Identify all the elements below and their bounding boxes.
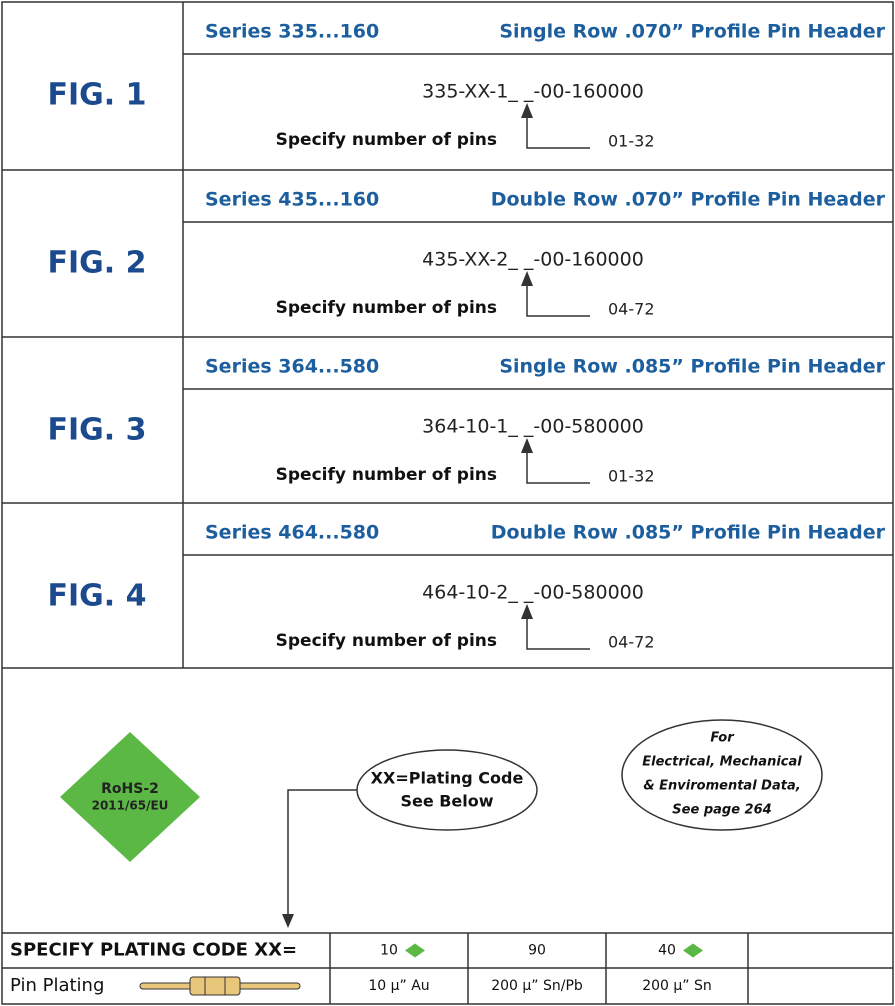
pointer-line — [526, 613, 590, 650]
table-header: SPECIFY PLATING CODE XX= — [10, 940, 297, 961]
series: Series 435...160 — [205, 189, 379, 211]
table-cell: 200 μ” Sn/Pb — [491, 978, 583, 994]
callout-text: XX=Plating Code — [371, 769, 524, 788]
rohs-text: RoHS-2 — [101, 781, 159, 797]
note-text: For — [710, 731, 735, 746]
plating-table: SPECIFY PLATING CODE XX= 10 90 40 Pin Platin… — [2, 932, 893, 1004]
pointer-line — [526, 112, 590, 149]
fig-label: FIG. 2 — [48, 246, 147, 281]
specify-label: Specify number of pins — [276, 298, 497, 318]
note: For Electrical, Mechanical & Enviromental … — [642, 731, 802, 818]
series-title: Single Row .070” Profile Pin Header — [499, 21, 885, 43]
arrow-head — [521, 604, 533, 619]
note-text: & Enviromental Data, — [643, 779, 800, 794]
table-cell: 40 — [658, 943, 676, 959]
arrow-head — [521, 271, 533, 286]
part-number: 364-10-1_ _-00-580000 — [422, 416, 644, 438]
callout-arrow — [287, 789, 357, 918]
rohs-badge — [60, 732, 200, 862]
part-number: 464-10-2_ _-00-580000 — [422, 582, 644, 604]
arrow-head — [521, 438, 533, 453]
pin-range: 04-72 — [608, 300, 655, 319]
pin-range: 04-72 — [608, 633, 655, 652]
rohs-diamond — [683, 943, 703, 958]
rohs-text: 2011/65/EU — [92, 799, 169, 813]
series-title: Single Row .085” Profile Pin Header — [499, 356, 885, 378]
pin-range: 01-32 — [608, 467, 655, 486]
fig-label: FIG. 3 — [48, 413, 147, 448]
callout-text: See Below — [400, 792, 493, 811]
note-text: Electrical, Mechanical — [642, 755, 802, 770]
series: Series 364...580 — [205, 356, 379, 378]
figures: FIG. 1 Series 335...160 Single Row .070” P… — [2, 2, 893, 669]
pointer-line — [526, 447, 590, 484]
series: Series 335...160 — [205, 21, 379, 43]
table-cell: 200 μ” Sn — [642, 978, 712, 994]
series: Series 464...580 — [205, 522, 379, 544]
table-cell: 10 — [380, 943, 398, 959]
fig-label: FIG. 1 — [48, 78, 147, 113]
note-ellipse — [621, 719, 823, 831]
fig-label: FIG. 4 — [48, 579, 147, 614]
note-text: See page 264 — [672, 803, 771, 818]
pin-illustration — [139, 976, 301, 996]
rohs-diamond — [405, 943, 425, 958]
arrow-head — [521, 103, 533, 118]
arrow-head — [282, 914, 294, 928]
row-label: Pin Plating — [10, 975, 104, 996]
series-title: Double Row .070” Profile Pin Header — [491, 189, 886, 211]
specify-label: Specify number of pins — [276, 465, 497, 485]
specify-label: Specify number of pins — [276, 130, 497, 150]
callout-ellipse — [356, 749, 538, 831]
series-title: Double Row .085” Profile Pin Header — [491, 522, 886, 544]
table-cell: 90 — [528, 943, 546, 959]
pin-range: 01-32 — [608, 132, 655, 151]
table-cell: 10 μ” Au — [368, 978, 429, 994]
part-number: 335-XX-1_ _-00-160000 — [422, 81, 644, 103]
part-number: 435-XX-2_ _-00-160000 — [422, 249, 644, 271]
specify-label: Specify number of pins — [276, 631, 497, 651]
pointer-line — [526, 280, 590, 317]
